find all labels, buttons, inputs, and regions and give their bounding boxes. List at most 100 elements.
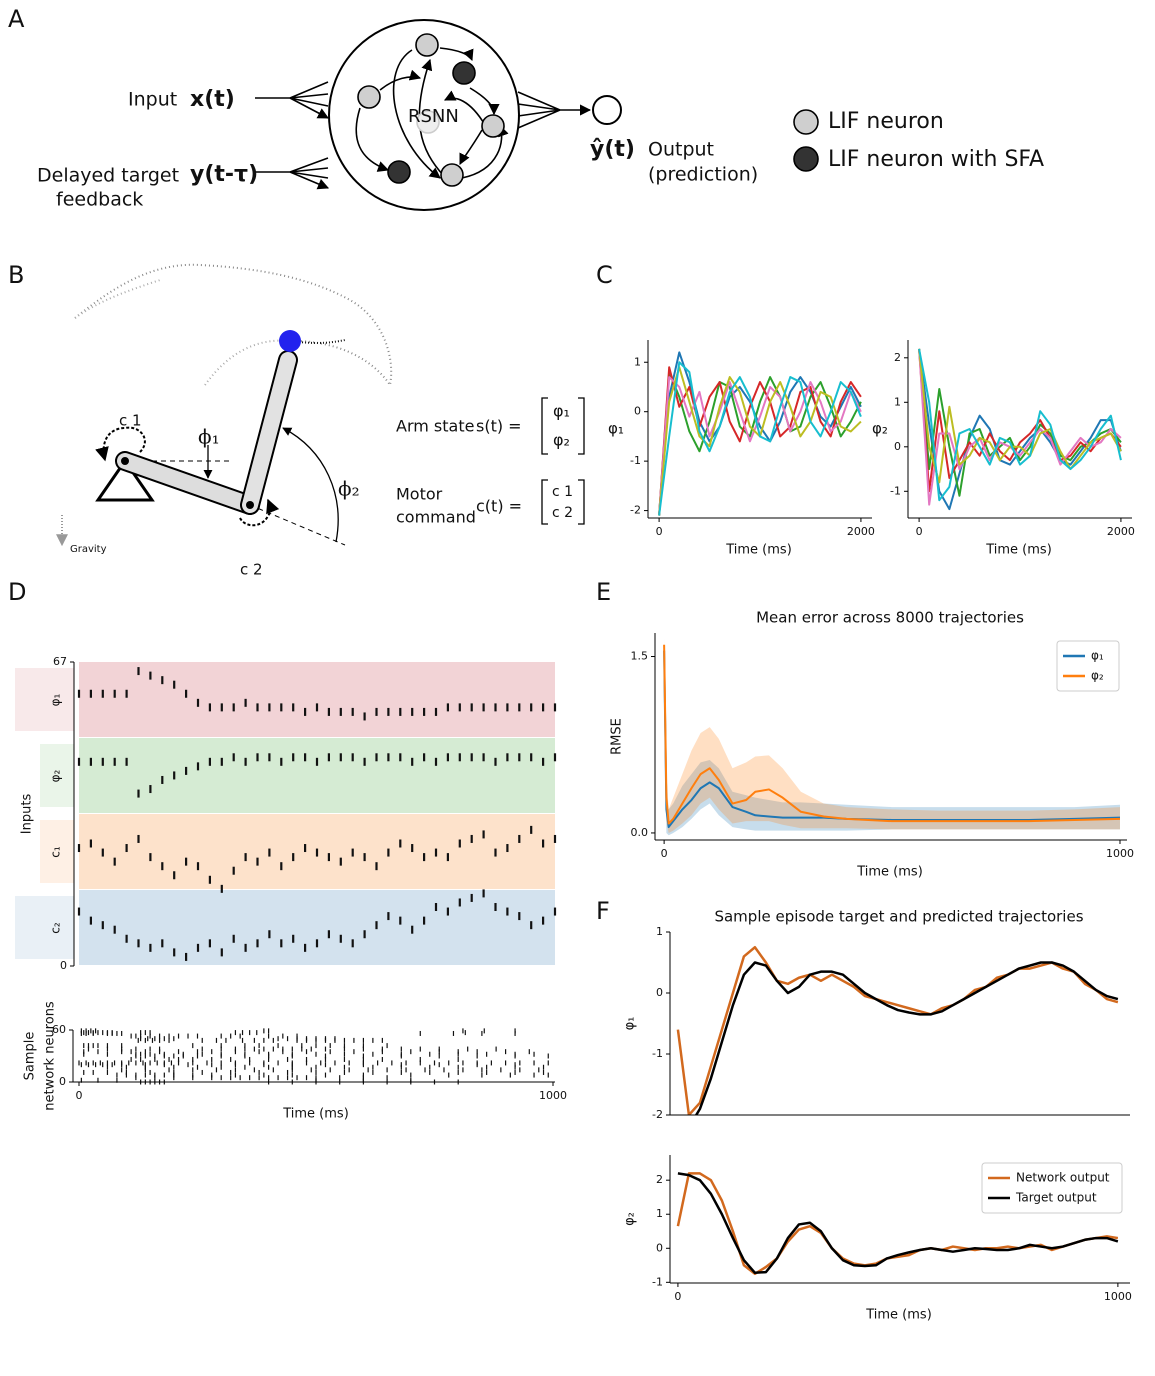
legend-label: φ₂ bbox=[1091, 669, 1104, 683]
angle-arrow bbox=[282, 427, 339, 543]
group-tab bbox=[15, 668, 74, 731]
arm-state-eq: s(t) = bbox=[476, 417, 522, 436]
legend-label: Network output bbox=[1016, 1171, 1110, 1185]
series-line bbox=[918, 348, 1122, 511]
feedback-label: Delayed target bbox=[37, 165, 179, 187]
y-tick-label: 1 bbox=[656, 925, 663, 938]
group-label: φ₂ bbox=[49, 769, 63, 782]
neuron bbox=[415, 33, 439, 57]
neuron-sfa bbox=[452, 61, 476, 85]
bracket bbox=[541, 479, 585, 525]
trajectory bbox=[74, 263, 393, 388]
feedback-var: y(t-τ) bbox=[190, 162, 258, 187]
x-axis-label: Time (ms) bbox=[985, 543, 1052, 558]
y-tick-label: -1 bbox=[630, 454, 641, 467]
trajectory bbox=[74, 279, 291, 386]
error-band bbox=[664, 638, 1120, 833]
reference-line bbox=[249, 504, 346, 546]
recurrent-arrow bbox=[439, 47, 474, 62]
y-axis-label: φ₁ bbox=[623, 1017, 638, 1031]
y-tick-label: 1.5 bbox=[631, 650, 649, 663]
vector-entry: φ₂ bbox=[553, 431, 570, 450]
panel-label: D bbox=[8, 578, 26, 606]
feedback-label: feedback bbox=[56, 189, 143, 211]
series-line bbox=[676, 946, 1119, 1115]
x-tick-label: 1000 bbox=[539, 1089, 567, 1102]
y-tick-label: -1 bbox=[890, 484, 901, 497]
series-line bbox=[658, 366, 862, 516]
legend-label: Target output bbox=[1015, 1191, 1097, 1205]
y-tick-label: 1 bbox=[634, 355, 641, 368]
y-axis-label: RMSE bbox=[610, 718, 625, 755]
legend-label: φ₁ bbox=[1091, 649, 1104, 663]
diagram-b-text: Arm state s(t) = φ₁ φ₂ Motor command c(t… bbox=[70, 402, 573, 579]
group-band bbox=[79, 662, 555, 737]
x-axis-label: Time (ms) bbox=[282, 1107, 349, 1122]
chart: -2 -1 0 1 Sample episode target and predicte… bbox=[623, 908, 1130, 1121]
panel-label: A bbox=[8, 5, 25, 33]
y-axis-label: Sample bbox=[23, 1032, 38, 1081]
joint bbox=[121, 457, 129, 465]
neuron bbox=[357, 85, 381, 109]
x-axis-label: Time (ms) bbox=[725, 543, 792, 558]
recurrent-arrow bbox=[443, 90, 486, 126]
group-band bbox=[79, 890, 555, 965]
recurrent-arrow bbox=[379, 69, 422, 91]
x-tick-label: 0 bbox=[661, 847, 668, 860]
torque-arrow bbox=[95, 426, 146, 462]
y-tick-label: 0 bbox=[59, 1075, 66, 1088]
chart: -1 0 1 2 0 2000 Time (ms) φ₂ bbox=[872, 340, 1135, 558]
angle-label: ϕ₁ bbox=[198, 425, 220, 449]
y-tick-label: -2 bbox=[652, 1108, 663, 1121]
series-line bbox=[658, 361, 862, 516]
gravity-label: Gravity bbox=[70, 544, 107, 555]
output-arrows bbox=[517, 91, 590, 129]
y-tick-label: 67 bbox=[53, 655, 67, 668]
y-tick-label: 0 bbox=[894, 440, 901, 453]
legend-label: LIF neuron with SFA bbox=[828, 147, 1044, 172]
neuron bbox=[481, 114, 505, 138]
upper-arm bbox=[117, 453, 258, 513]
x-tick-label: 0 bbox=[656, 525, 663, 538]
group-tab bbox=[15, 896, 74, 959]
y-tick-label: 2 bbox=[894, 351, 901, 364]
y-tick-label: 2 bbox=[656, 1173, 663, 1186]
y-tick-label: 60 bbox=[52, 1023, 66, 1036]
y-axis-label: network neurons bbox=[43, 1001, 58, 1111]
y-tick-label: 1 bbox=[894, 395, 901, 408]
input-var: x(t) bbox=[190, 87, 235, 112]
torque-arrow bbox=[239, 498, 280, 527]
chart-title: Mean error across 8000 trajectories bbox=[756, 609, 1024, 627]
chart: Network output Target output -1 0 1 2 0 1000 Tim… bbox=[623, 1155, 1132, 1323]
chart: φ₁ φ₂ 0.0 1.5 0 1000 Time (ms) Mean error acros… bbox=[610, 609, 1134, 880]
group-label: c₁ bbox=[49, 846, 63, 858]
error-band bbox=[664, 644, 1120, 836]
angle-label: ϕ₂ bbox=[338, 477, 360, 501]
output-label: (prediction) bbox=[648, 164, 758, 186]
neuron-sfa bbox=[387, 160, 411, 184]
y-tick-label: 0 bbox=[60, 959, 67, 972]
y-axis-label: φ₂ bbox=[872, 420, 888, 438]
legend-box bbox=[1056, 640, 1120, 692]
y-tick-label: -2 bbox=[630, 504, 641, 517]
x-tick-label: 0 bbox=[916, 525, 923, 538]
input-arrows bbox=[255, 81, 328, 118]
motor-label: command bbox=[396, 508, 476, 527]
recurrent-arrow bbox=[459, 129, 483, 166]
panel-label: B bbox=[8, 261, 24, 289]
chart: 0 60 0 1000 Time (ms) Sample network neurons bbox=[23, 1001, 568, 1121]
y-tick-label: 0 bbox=[656, 986, 663, 999]
base bbox=[95, 458, 155, 502]
x-axis-label: Time (ms) bbox=[856, 865, 923, 880]
recurrent-arrow bbox=[469, 87, 500, 116]
chart-title: Sample episode target and predicted traj… bbox=[714, 908, 1083, 926]
x-tick-label: 1000 bbox=[1106, 847, 1134, 860]
motor-eq: c(t) = bbox=[476, 497, 522, 516]
torque-label: c 1 bbox=[119, 412, 142, 430]
output-neuron bbox=[592, 95, 622, 125]
arm-state-label: Arm state bbox=[396, 417, 474, 436]
group-tab bbox=[40, 744, 74, 807]
x-tick-label: 0 bbox=[76, 1089, 83, 1102]
panel-label: C bbox=[596, 261, 613, 289]
x-tick-label: 2000 bbox=[847, 525, 875, 538]
